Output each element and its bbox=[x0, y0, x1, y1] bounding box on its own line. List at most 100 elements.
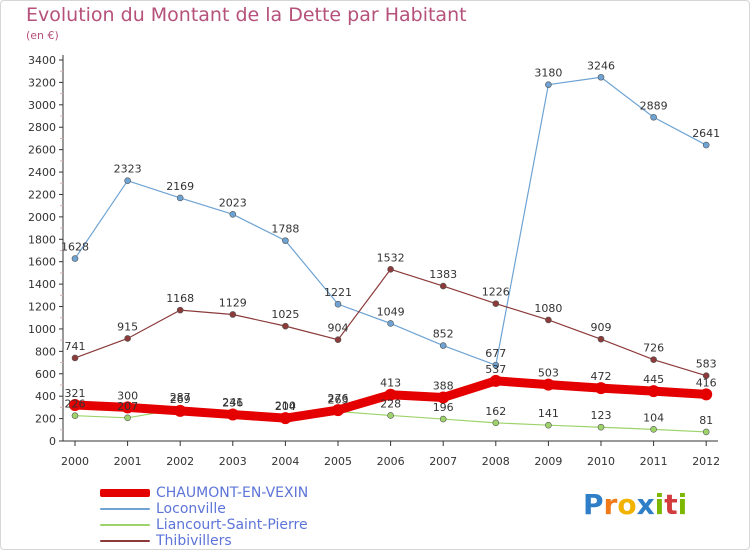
data-label-1: 2323 bbox=[114, 163, 142, 176]
series-point-0 bbox=[279, 412, 292, 425]
series-point-2 bbox=[597, 423, 605, 431]
y-tick-label: 3200 bbox=[28, 76, 56, 89]
data-label-0: 269 bbox=[170, 393, 191, 406]
series-point-1 bbox=[71, 255, 79, 262]
data-label-0: 236 bbox=[222, 397, 243, 410]
data-label-3: 915 bbox=[117, 320, 138, 333]
series-point-3 bbox=[597, 335, 605, 343]
x-tick-label: 2010 bbox=[587, 455, 615, 468]
data-label-0: 503 bbox=[538, 367, 559, 380]
series-point-1 bbox=[334, 300, 342, 308]
series-point-3 bbox=[492, 300, 500, 307]
legend-item-chaumont: CHAUMONT-EN-VEXIN bbox=[100, 485, 308, 501]
data-label-0: 413 bbox=[380, 377, 401, 390]
series-point-3 bbox=[439, 282, 447, 290]
y-tick-label: 3000 bbox=[28, 99, 56, 112]
data-label-1: 1788 bbox=[271, 223, 299, 236]
y-tick-label: 2000 bbox=[28, 211, 56, 224]
series-point-3 bbox=[650, 356, 657, 363]
data-label-2: 241 bbox=[222, 396, 243, 409]
series-point-3 bbox=[282, 322, 289, 330]
legend: CHAUMONT-EN-VEXIN Loconville Liancourt-S… bbox=[100, 485, 308, 549]
data-label-3: 741 bbox=[65, 340, 86, 353]
y-tick-label: 200 bbox=[35, 413, 56, 426]
x-tick-label: 2006 bbox=[377, 455, 405, 468]
data-label-3: 1226 bbox=[482, 286, 510, 299]
data-label-2: 196 bbox=[433, 401, 454, 414]
data-label-2: 81 bbox=[699, 414, 713, 427]
y-tick-label: 600 bbox=[35, 368, 56, 381]
series-point-2 bbox=[71, 412, 79, 419]
data-label-1: 2889 bbox=[640, 99, 668, 112]
series-point-1 bbox=[176, 194, 184, 202]
series-point-3 bbox=[545, 316, 552, 324]
data-label-3: 1080 bbox=[534, 302, 562, 315]
data-label-0: 276 bbox=[328, 392, 349, 405]
legend-swatch-chaumont bbox=[100, 489, 150, 497]
data-label-2: 162 bbox=[485, 405, 506, 418]
data-label-3: 1532 bbox=[377, 251, 405, 264]
data-label-0: 204 bbox=[275, 400, 296, 413]
series-point-0 bbox=[700, 388, 713, 401]
data-label-3: 904 bbox=[328, 322, 349, 335]
data-label-2: 141 bbox=[538, 407, 559, 420]
data-label-1: 2023 bbox=[219, 196, 247, 209]
y-tick-label: 3400 bbox=[28, 54, 56, 67]
x-tick-label: 2007 bbox=[429, 455, 457, 468]
x-tick-label: 2009 bbox=[534, 455, 562, 468]
x-tick-label: 2003 bbox=[219, 455, 247, 468]
series-point-0 bbox=[174, 404, 187, 417]
data-label-1: 2169 bbox=[166, 180, 194, 193]
series-point-0 bbox=[647, 385, 660, 398]
legend-swatch-loconville bbox=[100, 508, 150, 510]
y-tick-label: 2600 bbox=[28, 144, 56, 157]
y-tick-label: 400 bbox=[35, 390, 56, 403]
data-label-2: 123 bbox=[591, 409, 612, 422]
proxiti-logo: Proxiti bbox=[583, 488, 687, 521]
legend-label-thibivillers: Thibivillers bbox=[156, 533, 232, 549]
series-point-3 bbox=[229, 311, 237, 318]
series-point-1 bbox=[597, 73, 605, 81]
x-tick-label: 2002 bbox=[166, 455, 194, 468]
series-point-1 bbox=[492, 361, 500, 369]
series-point-0 bbox=[437, 391, 450, 404]
logo-letter: r bbox=[603, 488, 618, 521]
data-label-2: 263 bbox=[328, 394, 349, 407]
data-label-0: 472 bbox=[591, 370, 612, 383]
series-point-0 bbox=[595, 382, 607, 395]
series-point-0 bbox=[332, 404, 344, 417]
series-point-3 bbox=[702, 372, 710, 379]
data-label-2: 226 bbox=[65, 398, 86, 411]
legend-swatch-liancourt bbox=[100, 524, 150, 526]
data-label-2: 228 bbox=[380, 397, 401, 410]
data-label-1: 1628 bbox=[61, 241, 89, 254]
x-tick-label: 2001 bbox=[114, 455, 142, 468]
legend-item-loconville: Loconville bbox=[100, 501, 308, 517]
y-tick-label: 1800 bbox=[28, 233, 56, 246]
data-label-3: 1129 bbox=[219, 296, 247, 309]
series-point-2 bbox=[545, 421, 552, 429]
series-point-2 bbox=[124, 414, 131, 422]
series-point-0 bbox=[489, 374, 502, 387]
y-tick-label: 1200 bbox=[28, 301, 56, 314]
y-tick-label: 2200 bbox=[28, 188, 56, 201]
data-label-2: 207 bbox=[117, 400, 138, 413]
logo-letter: P bbox=[583, 488, 604, 521]
series-point-2 bbox=[650, 426, 657, 433]
data-label-3: 726 bbox=[643, 342, 664, 355]
data-label-0: 300 bbox=[117, 389, 138, 402]
series-point-3 bbox=[176, 306, 184, 314]
data-label-1: 1049 bbox=[377, 305, 405, 318]
legend-label-chaumont: CHAUMONT-EN-VEXIN bbox=[156, 485, 309, 501]
series-point-1 bbox=[229, 211, 237, 218]
series-point-3 bbox=[124, 335, 131, 342]
series-point-0 bbox=[226, 408, 239, 421]
series-point-0 bbox=[384, 388, 397, 401]
data-label-0: 537 bbox=[485, 363, 506, 376]
logo-letter: o bbox=[617, 488, 637, 521]
legend-item-liancourt: Liancourt-Saint-Pierre bbox=[100, 517, 308, 533]
y-tick-label: 1600 bbox=[28, 256, 56, 269]
data-label-0: 416 bbox=[696, 376, 717, 389]
